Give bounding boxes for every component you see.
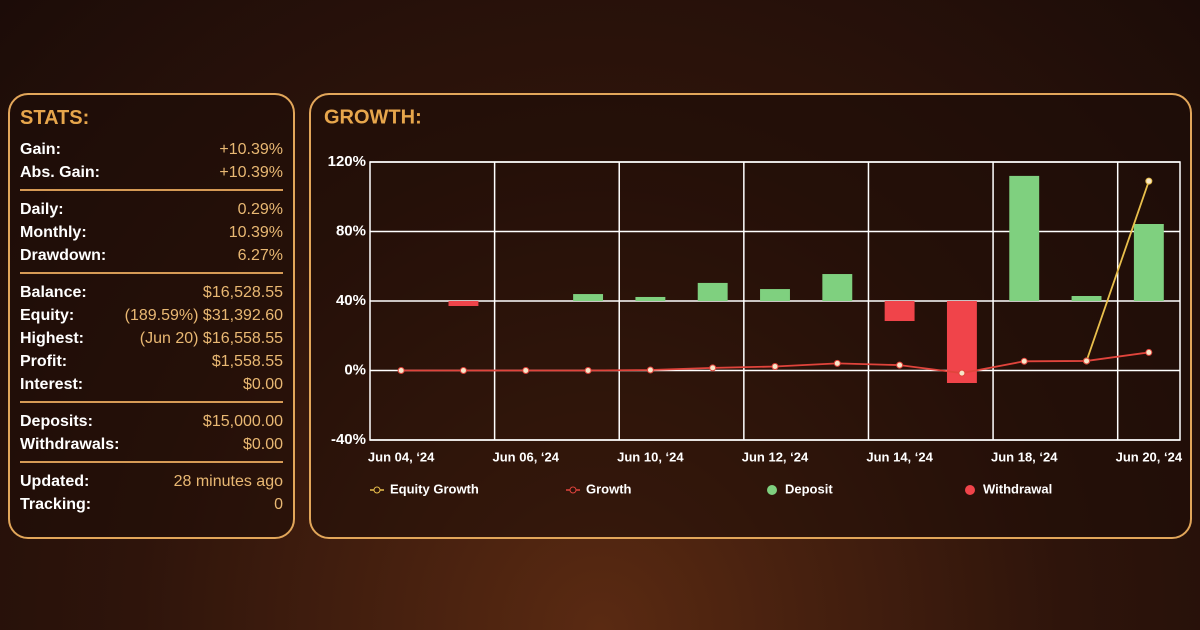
bar <box>697 282 728 301</box>
bar <box>760 289 790 301</box>
bar <box>1133 223 1164 301</box>
line-point <box>459 367 467 374</box>
stat-value: $0.00 <box>242 376 283 393</box>
line-point <box>1083 357 1091 365</box>
legend-label: Withdrawal <box>983 481 1052 496</box>
stats-row: Interest: $0.00 <box>20 373 283 396</box>
legend-label: Growth <box>586 481 632 496</box>
stat-label: Abs. Gain: <box>20 164 101 181</box>
stat-value: $15,000.00 <box>202 413 283 430</box>
bar <box>946 301 977 384</box>
line-point <box>771 363 779 371</box>
bar <box>448 301 479 307</box>
y-tick-label: 0% <box>344 361 366 378</box>
x-tick-label: Jun 20, ‘24 <box>1116 449 1183 464</box>
bar <box>822 274 853 301</box>
legend-marker <box>373 486 381 494</box>
stat-label: Monthly: <box>20 224 87 241</box>
bar <box>573 294 604 301</box>
stat-value: (Jun 20) $16,558.55 <box>139 330 283 347</box>
stats-row: Updated: 28 minutes ago <box>20 470 283 493</box>
line-point <box>709 364 717 372</box>
line <box>1085 180 1150 362</box>
bar <box>884 301 915 322</box>
line-point <box>958 369 966 377</box>
stat-label: Gain: <box>20 141 61 158</box>
stat-label: Drawdown: <box>20 247 107 264</box>
stats-group: Daily: 0.29% Monthly: 10.39% Drawdown: 6.27% <box>20 196 283 274</box>
stat-value: 10.39% <box>228 224 283 241</box>
x-tick-label: Jun 18, ‘24 <box>991 449 1058 464</box>
stat-label: Equity: <box>20 307 75 324</box>
stat-value: $16,528.55 <box>202 284 283 301</box>
stats-title: STATS: <box>20 107 90 129</box>
stat-label: Interest: <box>20 376 84 393</box>
stat-label: Daily: <box>20 201 64 218</box>
line-point <box>1145 177 1153 185</box>
line-point <box>397 367 405 374</box>
legend-marker <box>767 485 777 495</box>
stats-group: Balance: $16,528.55 Equity: (189.59%) $31,3… <box>20 279 283 403</box>
stat-label: Withdrawals: <box>20 436 120 453</box>
x-tick-label: Jun 14, ‘24 <box>866 449 933 464</box>
stats-row: Abs. Gain: +10.39% <box>20 161 283 184</box>
stats-row: Monthly: 10.39% <box>20 221 283 244</box>
bar <box>1009 175 1040 301</box>
stats-row: Daily: 0.29% <box>20 198 283 221</box>
line-point <box>584 367 592 374</box>
bar <box>1071 295 1102 301</box>
stats-group: Deposits: $15,000.00 Withdrawals: $0.00 <box>20 408 283 463</box>
line-point <box>833 359 841 367</box>
chart-title: GROWTH: <box>324 106 422 128</box>
legend-marker <box>569 486 577 494</box>
stat-value: +10.39% <box>219 164 283 181</box>
stats-row: Balance: $16,528.55 <box>20 281 283 304</box>
growth-panel <box>309 93 1192 539</box>
line-point <box>522 367 530 374</box>
x-tick-label: Jun 12, ‘24 <box>742 449 809 464</box>
stat-label: Deposits: <box>20 413 93 430</box>
stat-label: Highest: <box>20 330 84 347</box>
stat-value: 6.27% <box>237 247 283 264</box>
stats-row: Equity: (189.59%) $31,392.60 <box>20 304 283 327</box>
stat-value: +10.39% <box>219 141 283 158</box>
line-point <box>646 366 654 374</box>
x-tick-label: Jun 10, ‘24 <box>617 449 684 464</box>
legend-label: Deposit <box>785 481 833 496</box>
x-tick-label: Jun 06, ‘24 <box>493 449 560 464</box>
stats-row: Gain: +10.39% <box>20 138 283 161</box>
line-point <box>896 361 904 369</box>
y-tick-label: -40% <box>331 431 366 448</box>
y-tick-label: 120% <box>328 153 366 170</box>
stats-row: Deposits: $15,000.00 <box>20 410 283 433</box>
stat-label: Updated: <box>20 473 90 490</box>
stats-panel: STATS: Gain: +10.39% Abs. Gain: +10.39% Dail… <box>8 93 295 539</box>
stat-label: Balance: <box>20 284 87 301</box>
legend-marker <box>965 485 975 495</box>
stat-label: Tracking: <box>20 496 92 513</box>
legend-label: Equity Growth <box>390 481 479 496</box>
stats-row: Withdrawals: $0.00 <box>20 433 283 456</box>
line-point <box>1145 348 1153 356</box>
stat-value: $1,558.55 <box>211 353 283 370</box>
x-tick-label: Jun 04, ‘24 <box>368 449 435 464</box>
stat-value: 28 minutes ago <box>173 473 283 490</box>
stats-row: Highest: (Jun 20) $16,558.55 <box>20 327 283 350</box>
stats-group: Updated: 28 minutes ago Tracking: 0 <box>20 468 283 521</box>
stats-group: Gain: +10.39% Abs. Gain: +10.39% <box>20 136 283 191</box>
stat-value: 0.29% <box>237 201 283 218</box>
y-tick-label: 80% <box>336 222 366 239</box>
stats-row: Tracking: 0 <box>20 493 283 516</box>
stats-row: Profit: $1,558.55 <box>20 350 283 373</box>
stat-label: Profit: <box>20 353 68 370</box>
stat-value: $0.00 <box>242 436 283 453</box>
stat-value: (189.59%) $31,392.60 <box>124 307 283 324</box>
line-point <box>1020 357 1028 365</box>
stat-value: 0 <box>274 496 283 513</box>
bar <box>635 296 666 301</box>
y-tick-label: 40% <box>336 292 366 309</box>
stats-row: Drawdown: 6.27% <box>20 244 283 267</box>
